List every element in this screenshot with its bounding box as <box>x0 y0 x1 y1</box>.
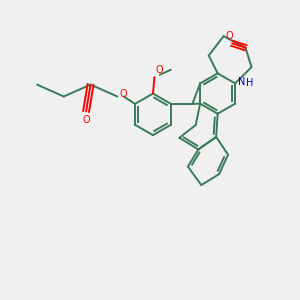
Text: N: N <box>238 77 245 87</box>
Text: O: O <box>82 115 90 125</box>
Text: H: H <box>247 78 254 88</box>
Text: O: O <box>156 65 164 75</box>
Text: O: O <box>225 31 233 41</box>
Text: O: O <box>120 88 127 98</box>
